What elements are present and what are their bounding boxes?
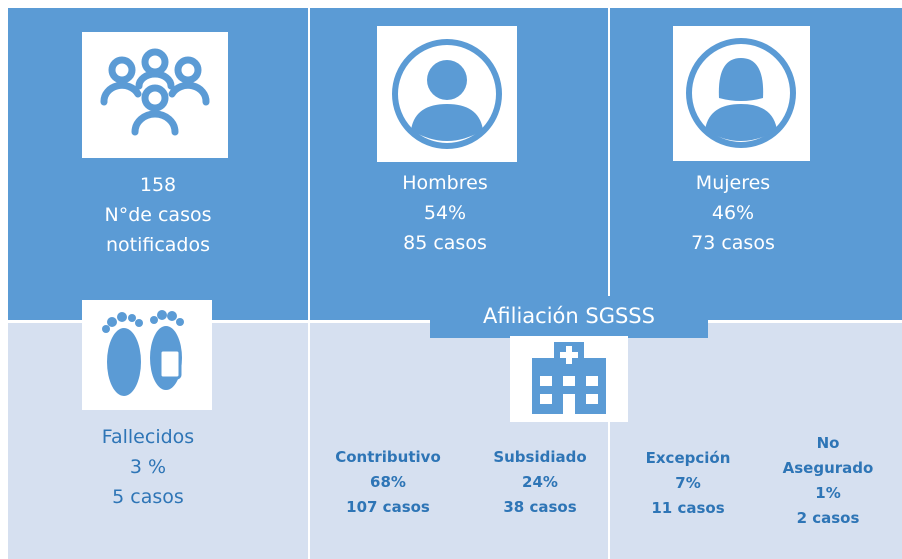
text-line: 68% <box>370 473 406 491</box>
deaths-text: Fallecidos 3 % 5 casos <box>8 422 288 512</box>
text-line: notificados <box>105 234 211 256</box>
text-line: 2 casos <box>796 509 860 527</box>
text-line: 1% <box>815 484 841 502</box>
affiliation-item: Excepción 7% 11 casos <box>618 446 758 521</box>
text-line: 7% <box>675 474 701 492</box>
text-line: 5 casos <box>112 486 184 508</box>
group-icon-graphic <box>100 48 210 136</box>
man-icon <box>377 26 517 162</box>
text-line: Excepción <box>645 449 731 467</box>
group-icon <box>82 32 228 158</box>
woman-icon-graphic <box>686 38 796 148</box>
text-line: 54% <box>423 202 467 224</box>
man-icon-graphic <box>392 39 502 149</box>
text-line: 38 casos <box>503 498 577 516</box>
woman-icon <box>673 26 810 161</box>
text-line: Asegurado <box>782 459 874 477</box>
text-line: 85 casos <box>403 232 487 254</box>
text-line: 24% <box>522 473 558 491</box>
text-line: Mujeres <box>695 172 771 194</box>
men-text: Hombres 54% 85 casos <box>310 168 580 258</box>
hospital-icon-graphic <box>532 342 606 414</box>
text-line: Contributivo <box>335 448 441 466</box>
text-line: Hombres <box>402 172 488 194</box>
affiliation-item: Contributivo 68% 107 casos <box>318 445 458 520</box>
affiliation-item: Subsidiado 24% 38 casos <box>470 445 610 520</box>
text-line: No <box>816 434 840 452</box>
text-line: N°de casos <box>104 204 212 226</box>
affiliation-item: No Asegurado 1% 2 casos <box>770 431 886 531</box>
text-line: Subsidiado <box>493 448 587 466</box>
hospital-icon <box>510 336 628 422</box>
women-text: Mujeres 46% 73 casos <box>610 168 856 258</box>
text-line: Fallecidos <box>101 426 195 448</box>
cases-text: 158 N°de casos notificados <box>8 170 308 260</box>
text-line: 11 casos <box>651 499 725 517</box>
text-line: 46% <box>711 202 755 224</box>
text-line: 3 % <box>129 456 167 478</box>
feet-icon <box>82 300 212 410</box>
affiliation-panel <box>610 323 902 559</box>
text-line: 73 casos <box>691 232 775 254</box>
affiliation-title: Afiliación SGSSS <box>430 296 708 338</box>
text-line: 107 casos <box>346 498 430 516</box>
feet-icon-graphic <box>102 310 184 396</box>
text-line: 158 <box>139 174 177 196</box>
